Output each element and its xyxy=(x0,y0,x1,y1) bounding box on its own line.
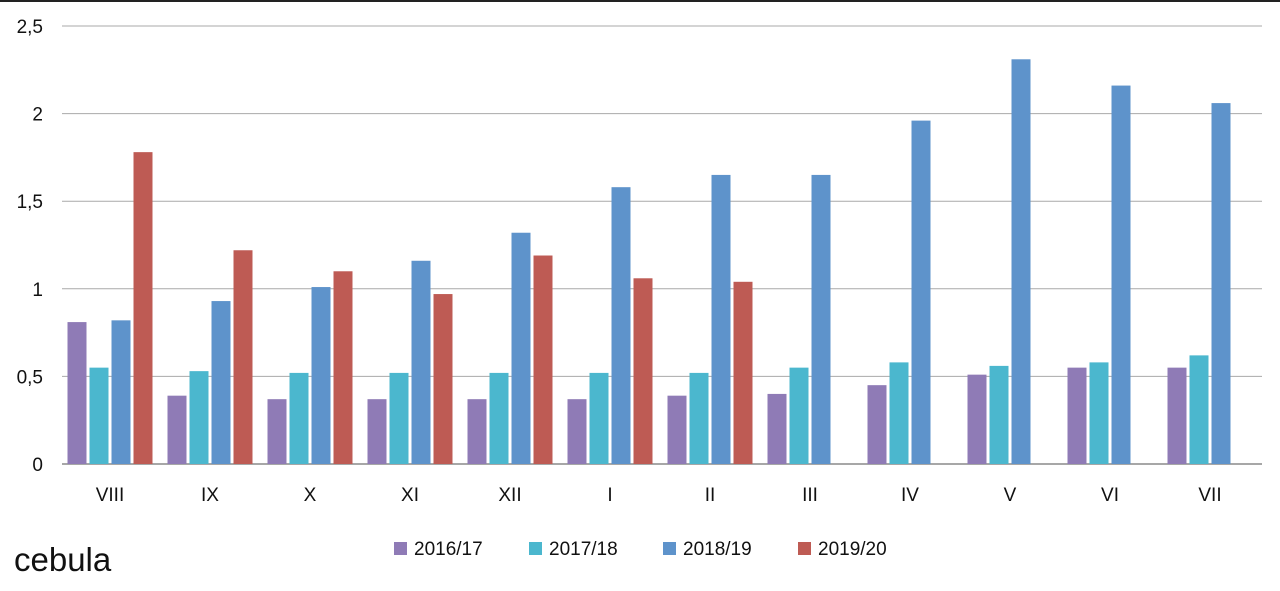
bar-2018-19-X xyxy=(311,287,331,464)
bar-2019-20-X xyxy=(333,271,353,464)
y-tick-label: 2 xyxy=(32,105,43,126)
bar-2019-20-IX xyxy=(233,250,253,464)
bar-2016-17-IX xyxy=(167,395,187,464)
legend-item-2019-20: 2019/20 xyxy=(798,539,887,560)
bar-2017-18-XII xyxy=(489,372,509,464)
bar-2017-18-V xyxy=(989,365,1009,464)
bar-2017-18-I xyxy=(589,372,609,464)
bar-2017-18-II xyxy=(689,372,709,464)
y-axis-tick-labels: 0 0,5 1 1,5 2 2,5 xyxy=(17,17,43,476)
bar-2018-19-VII xyxy=(1211,103,1231,464)
bar-2016-17-VI xyxy=(1067,367,1087,464)
x-tick-label: V xyxy=(1004,485,1017,506)
x-tick-label: VII xyxy=(1198,485,1221,506)
y-tick-label: 2,5 xyxy=(17,17,43,38)
x-tick-label: I xyxy=(607,485,612,506)
bar-2018-19-II xyxy=(711,174,731,465)
bar-2016-17-III xyxy=(767,393,787,464)
bar-2016-17-X xyxy=(267,399,287,464)
bar-2016-17-VIII xyxy=(67,322,87,464)
x-tick-label: III xyxy=(802,485,818,506)
bar-2017-18-VII xyxy=(1189,355,1209,464)
bar-2017-18-X xyxy=(289,372,309,464)
y-tick-label: 0 xyxy=(32,455,43,476)
bar-2018-19-III xyxy=(811,174,831,465)
legend-swatch xyxy=(394,542,407,555)
y-tick-label: 0,5 xyxy=(17,367,43,388)
legend: 2016/17 2017/18 2018/19 2019/20 xyxy=(394,539,887,560)
bar-2018-19-IV xyxy=(911,120,931,464)
bar-2017-18-VIII xyxy=(89,367,109,464)
bars xyxy=(67,59,1231,465)
legend-label: 2016/17 xyxy=(414,539,483,560)
legend-swatch xyxy=(663,542,676,555)
bar-2019-20-II xyxy=(733,281,753,464)
x-tick-label: VI xyxy=(1101,485,1119,506)
x-tick-label: XII xyxy=(498,485,521,506)
x-tick-label: II xyxy=(705,485,716,506)
bar-2018-19-VI xyxy=(1111,85,1131,465)
gridlines xyxy=(62,25,1262,465)
bar-2016-17-XI xyxy=(367,399,387,464)
legend-label: 2017/18 xyxy=(549,539,618,560)
y-tick-label: 1,5 xyxy=(17,192,43,213)
legend-swatch xyxy=(798,542,811,555)
bar-2016-17-I xyxy=(567,399,587,464)
x-tick-label: IV xyxy=(901,485,919,506)
x-tick-label: VIII xyxy=(96,485,125,506)
bar-2019-20-XII xyxy=(533,255,553,464)
bar-2016-17-VII xyxy=(1167,367,1187,464)
legend-label: 2018/19 xyxy=(683,539,752,560)
chart-title: cebula xyxy=(14,541,112,578)
bar-2017-18-III xyxy=(789,367,809,464)
legend-label: 2019/20 xyxy=(818,539,887,560)
bar-2019-20-I xyxy=(633,278,653,464)
bar-2018-19-V xyxy=(1011,59,1031,465)
bar-2019-20-XI xyxy=(433,294,453,464)
bar-2017-18-XI xyxy=(389,372,409,464)
bar-2019-20-VIII xyxy=(133,152,153,465)
x-tick-label: XI xyxy=(401,485,419,506)
legend-item-2018-19: 2018/19 xyxy=(663,539,752,560)
top-border xyxy=(0,0,1280,2)
bar-2018-19-XII xyxy=(511,232,531,464)
x-axis-tick-labels: VIII IX X XI XII I II III IV V VI VII xyxy=(96,485,1222,506)
bar-2017-18-VI xyxy=(1089,362,1109,464)
bar-2018-19-XI xyxy=(411,260,431,464)
x-tick-label: IX xyxy=(201,485,219,506)
legend-swatch xyxy=(529,542,542,555)
bar-2017-18-IV xyxy=(889,362,909,464)
bar-2016-17-XII xyxy=(467,399,487,464)
bar-2016-17-V xyxy=(967,374,987,464)
bar-2016-17-II xyxy=(667,395,687,464)
bar-2016-17-IV xyxy=(867,385,887,464)
bar-2018-19-VIII xyxy=(111,320,131,464)
legend-item-2016-17: 2016/17 xyxy=(394,539,483,560)
y-tick-label: 1 xyxy=(32,280,43,301)
bar-2018-19-I xyxy=(611,187,631,464)
x-tick-label: X xyxy=(304,485,317,506)
legend-item-2017-18: 2017/18 xyxy=(529,539,618,560)
bar-2017-18-IX xyxy=(189,371,209,464)
bar-2018-19-IX xyxy=(211,301,231,464)
